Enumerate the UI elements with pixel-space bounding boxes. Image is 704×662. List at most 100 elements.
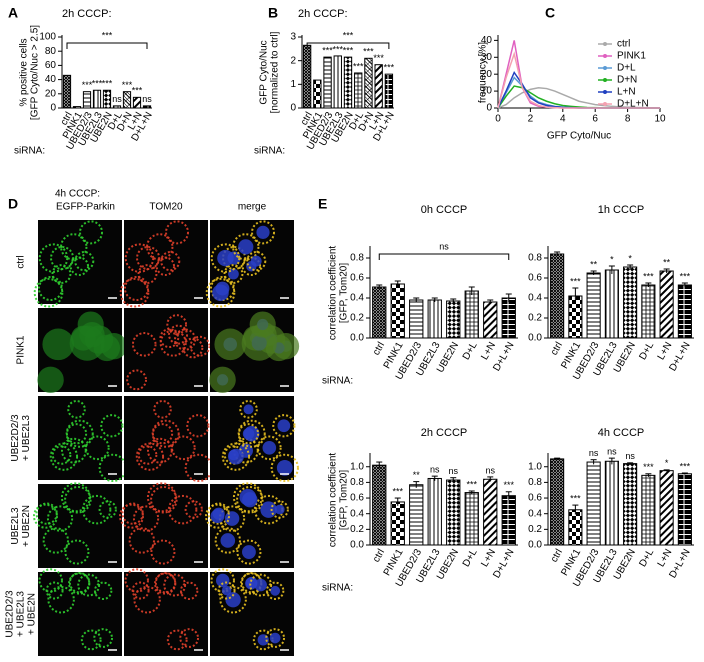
nucleus (245, 577, 258, 590)
x-tick-label: L+N (479, 340, 498, 362)
significance-label: *** (82, 80, 93, 90)
x-tick-label: 2 (528, 114, 534, 125)
signal (45, 581, 64, 600)
signal (150, 485, 178, 514)
signal (182, 337, 204, 359)
bar (343, 56, 353, 109)
signal (159, 329, 187, 357)
significance-label: *** (466, 479, 477, 489)
signal (251, 220, 276, 245)
y-tick-label: 2 (290, 55, 296, 66)
micrograph-signal (118, 482, 203, 565)
significance-bracket (66, 42, 148, 49)
bar (568, 509, 583, 546)
bar (364, 57, 373, 109)
y-axis-label: [GFP Cyto/Nuc > 2.5] (30, 25, 41, 120)
y-tick-label: 0 (290, 103, 296, 114)
bar (72, 106, 82, 109)
row-label: siRNA: (322, 376, 353, 387)
signal (133, 585, 161, 614)
bar (384, 73, 394, 109)
signal (239, 400, 258, 419)
bar (586, 272, 601, 339)
x-tick-label: 10 (654, 114, 666, 125)
micrograph-signal (210, 568, 286, 651)
micrograph-signal (221, 400, 299, 483)
y-tick-label: 3 (290, 32, 296, 43)
chart-title: 1h CCCP (598, 204, 644, 216)
y-tick-label: 80 (45, 46, 57, 57)
signal (168, 324, 189, 345)
signal (32, 503, 59, 529)
bar (112, 105, 122, 109)
nucleus (212, 284, 229, 302)
row-label: ctrl (16, 255, 27, 268)
bar (641, 284, 656, 339)
panel-letter: C (545, 5, 555, 21)
signal (37, 275, 64, 302)
significance-label: *** (680, 271, 691, 281)
significance-label: ns (448, 466, 458, 476)
bar (604, 460, 619, 546)
legend-label: D+L (617, 63, 636, 74)
nucleus (242, 428, 255, 440)
y-tick-label: 20 (481, 69, 493, 80)
x-tick-label: ctrl (549, 340, 565, 357)
signal (146, 233, 174, 261)
signal (166, 629, 188, 651)
significance-label: *** (102, 79, 113, 89)
signal (189, 335, 211, 357)
significance-label: ns (112, 94, 122, 104)
y-axis-label: correlation coefficient (328, 246, 339, 341)
row-label: + UBE2N (27, 593, 38, 635)
bar (82, 91, 92, 109)
x-tick-label: 6 (592, 114, 598, 125)
signal (256, 435, 282, 461)
y-tick-label: 100 (39, 32, 56, 43)
nucleus (225, 592, 241, 608)
signal (68, 571, 91, 594)
signal (151, 423, 174, 445)
signal (221, 442, 251, 471)
micrograph-signal (124, 568, 200, 651)
legend-marker (603, 54, 607, 58)
legend-label: D+N (617, 75, 637, 86)
signal (77, 311, 104, 338)
micrograph-signal (205, 220, 276, 308)
signal (42, 527, 69, 554)
legend-marker (603, 102, 607, 106)
significance-label: *** (102, 30, 113, 40)
bar (132, 96, 142, 109)
nucleus (250, 255, 262, 267)
signal (51, 264, 72, 284)
nucleus (242, 492, 258, 508)
signal (60, 233, 88, 261)
significance-label: * (665, 458, 669, 468)
chart-title: 2h CCCP: (298, 8, 348, 20)
y-tick-label: 1 (290, 79, 296, 90)
row-label: UBE2D2/3 (10, 414, 21, 462)
micrograph (124, 572, 208, 656)
x-tick-label: D+L (461, 340, 480, 362)
signal (79, 220, 104, 245)
legend-label: PINK1 (617, 51, 646, 62)
bar (464, 492, 479, 546)
signal (93, 628, 114, 648)
bar (641, 474, 656, 546)
micrograph-signal (126, 314, 211, 391)
bar (446, 300, 461, 339)
nucleus (269, 632, 281, 644)
significance-label: *** (373, 53, 384, 63)
x-tick-label: L+N (479, 547, 498, 569)
bar (659, 270, 674, 339)
x-tick-label: 0 (495, 114, 501, 125)
micrograph (38, 484, 122, 568)
x-tick-label: D+L (637, 340, 656, 362)
significance-label: ns (625, 451, 635, 461)
row-label: siRNA: (254, 146, 285, 157)
nucleus (228, 448, 244, 465)
y-tick-label: 0.8 (528, 253, 542, 264)
significance-label: *** (122, 80, 133, 90)
signal (135, 442, 165, 471)
y-tick-label: 1.0 (528, 461, 542, 472)
